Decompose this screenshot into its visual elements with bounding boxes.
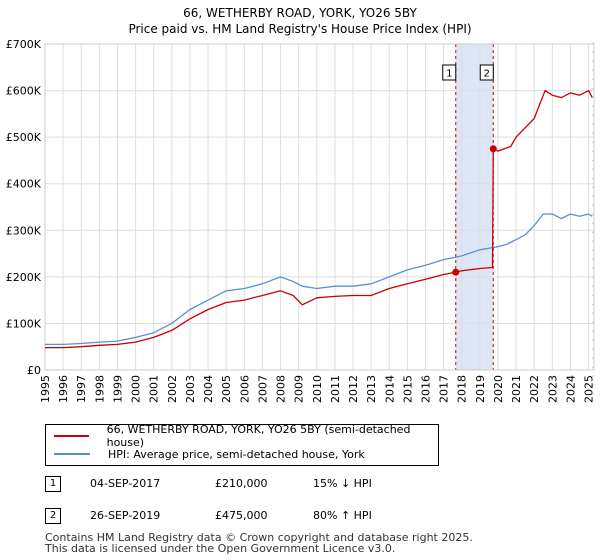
- x-tick-label: 2018: [456, 375, 469, 403]
- x-tick-label: 2024: [564, 375, 577, 403]
- x-tick-label: 2020: [492, 375, 505, 403]
- y-tick-label: £400K: [6, 178, 42, 191]
- future-hatch: [591, 374, 595, 378]
- x-tick-label: 1997: [75, 375, 88, 403]
- hpi-line: [45, 213, 593, 346]
- legend-swatch-hpi: [54, 453, 90, 455]
- transaction-date: 26-SEP-2019: [90, 509, 161, 522]
- legend-item-hpi: HPI: Average price, semi-detached house,…: [54, 446, 365, 462]
- y-tick-label: £600K: [6, 85, 42, 98]
- transaction-date: 04-SEP-2017: [90, 477, 161, 490]
- legend-label-hpi: HPI: Average price, semi-detached house,…: [108, 447, 365, 461]
- transaction-hpi-change: 15% ↓ HPI: [313, 477, 372, 490]
- y-tick-label: £500K: [6, 131, 42, 144]
- x-tick-label: 2016: [419, 375, 432, 403]
- transaction-point: [452, 268, 460, 276]
- footer-attribution: Contains HM Land Registry data © Crown c…: [45, 532, 473, 554]
- legend-item-property: 66, WETHERBY ROAD, YORK, YO26 5BY (semi-…: [54, 423, 438, 449]
- transaction-badge-label: 1: [446, 69, 452, 80]
- x-tick-label: 1998: [93, 375, 106, 403]
- x-tick-label: 2025: [583, 375, 596, 403]
- x-tick-label: 2009: [293, 375, 306, 403]
- x-tick-label: 2015: [401, 375, 414, 403]
- y-tick-label: £0: [27, 364, 41, 377]
- x-tick-label: 2012: [347, 375, 360, 403]
- y-tick-label: £100K: [6, 317, 42, 330]
- x-tick-label: 2002: [166, 375, 179, 403]
- x-tick-label: 2013: [365, 375, 378, 403]
- x-tick-label: 2001: [148, 375, 161, 403]
- x-tick-label: 2011: [329, 375, 342, 403]
- transaction-badge-label: 2: [484, 69, 490, 80]
- transaction-badge: 2: [45, 508, 61, 524]
- transaction-badge: 1: [45, 476, 61, 492]
- transaction-price: £475,000: [215, 509, 268, 522]
- x-tick-label: 2022: [528, 375, 541, 403]
- x-tick-label: 2023: [546, 375, 559, 403]
- x-tick-label: 2007: [256, 375, 269, 403]
- x-tick-label: 2010: [311, 375, 324, 403]
- transaction-point: [489, 145, 497, 153]
- y-tick-label: £700K: [6, 38, 42, 51]
- y-tick-label: £300K: [6, 224, 42, 237]
- transaction-badge-box: [442, 64, 457, 81]
- x-tick-label: 2006: [238, 375, 251, 403]
- x-tick-label: 2014: [383, 375, 396, 403]
- chart-title: 66, WETHERBY ROAD, YORK, YO26 5BY: [183, 6, 417, 20]
- property-price-line: [45, 89, 593, 349]
- x-tick-label: 1996: [57, 375, 70, 403]
- x-tick-label: 2005: [220, 375, 233, 403]
- legend-swatch-property: [54, 435, 89, 437]
- x-tick-label: 1999: [111, 375, 124, 403]
- x-tick-label: 2021: [510, 375, 523, 403]
- future-hatch: [591, 392, 595, 396]
- x-tick-label: 2000: [130, 375, 143, 403]
- plot-frame: [44, 43, 595, 371]
- footer-line-2: This data is licensed under the Open Gov…: [45, 542, 396, 555]
- footer-line-1: Contains HM Land Registry data © Crown c…: [45, 531, 473, 544]
- transaction-badge-box: [479, 64, 494, 81]
- x-tick-label: 2004: [202, 375, 215, 403]
- transaction-price: £210,000: [215, 477, 268, 490]
- price-chart: £0 £100K £200K £300K £400K £500K £600K £700K 199…: [6, 38, 596, 403]
- transaction-hpi-change: 80% ↑ HPI: [313, 509, 372, 522]
- x-tick-label: 2017: [438, 375, 451, 403]
- legend-label-property: 66, WETHERBY ROAD, YORK, YO26 5BY (semi-…: [106, 423, 411, 449]
- chart-subtitle: Price paid vs. HM Land Registry's House …: [128, 22, 472, 36]
- future-hatch: [591, 383, 595, 387]
- x-tick-label: 2008: [275, 375, 288, 403]
- y-tick-label: £200K: [6, 271, 42, 284]
- x-tick-label: 2003: [184, 375, 197, 403]
- x-tick-label: 2019: [474, 375, 487, 403]
- x-tick-label: 1995: [39, 375, 52, 403]
- legend: 66, WETHERBY ROAD, YORK, YO26 5BY (semi-…: [45, 423, 439, 466]
